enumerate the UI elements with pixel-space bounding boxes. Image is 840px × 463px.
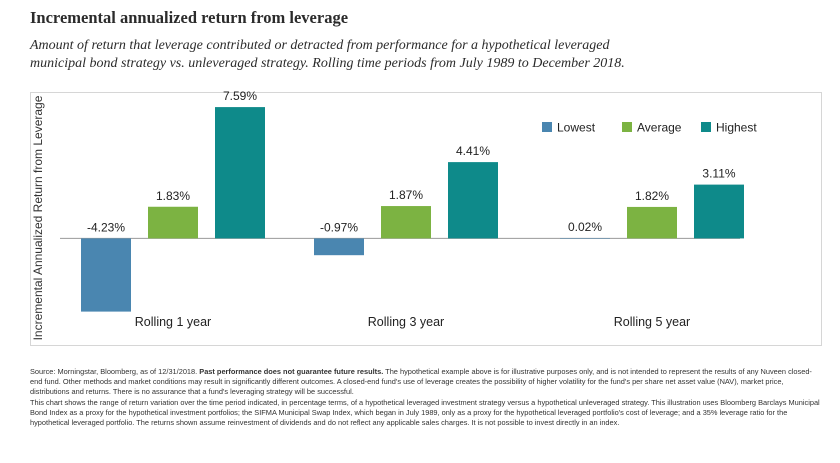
- data-label-highest-2: 4.41%: [456, 144, 490, 158]
- footnote-source: Source: Morningstar, Bloomberg, as of 12…: [30, 367, 200, 376]
- legend-swatch-lowest: [542, 122, 552, 132]
- bar-average-1: [148, 206, 198, 239]
- legend-swatch-highest: [701, 122, 711, 132]
- data-label-lowest-2: -0.97%: [320, 220, 358, 234]
- bar-lowest-2: [314, 238, 364, 256]
- legend-swatch-average: [622, 122, 632, 132]
- data-label-highest-3: 3.11%: [702, 167, 735, 181]
- legend-label-average: Average: [637, 121, 682, 135]
- footnote-disclaimer-bold: Past performance does not guarantee futu…: [199, 367, 384, 376]
- bar-average-2: [381, 206, 431, 239]
- bar-highest-3: [694, 184, 744, 239]
- bar-highest-2: [448, 162, 498, 239]
- bar-lowest-3: [560, 238, 610, 239]
- data-label-highest-1: 7.59%: [223, 89, 257, 103]
- bar-highest-1: [215, 107, 265, 239]
- data-label-average-3: 1.82%: [635, 189, 669, 203]
- data-label-average-1: 1.83%: [156, 189, 190, 203]
- data-label-lowest-1: -4.23%: [87, 220, 125, 234]
- chart-title: Incremental annualized return from lever…: [30, 8, 349, 27]
- category-label-2: Rolling 3 year: [368, 315, 444, 329]
- legend-label-highest: Highest: [716, 121, 757, 135]
- subtitle-line-1: Amount of return that leverage contribut…: [30, 38, 610, 53]
- footnote-body: The hypothetical example above is for il…: [30, 367, 812, 396]
- footnote: Source: Morningstar, Bloomberg, as of 12…: [30, 367, 820, 430]
- footnote-paragraph-2: This chart shows the range of return var…: [30, 398, 820, 427]
- chart-frame: [30, 92, 822, 346]
- bar-lowest-1: [81, 238, 131, 312]
- subtitle-line-2: municipal bond strategy vs. unleveraged …: [30, 56, 625, 71]
- footnote-paragraph-1: Source: Morningstar, Bloomberg, as of 12…: [30, 367, 820, 396]
- legend-label-lowest: Lowest: [557, 121, 596, 135]
- category-label-1: Rolling 1 year: [135, 315, 211, 329]
- chart-subtitle: Amount of return that leverage contribut…: [30, 37, 820, 73]
- data-label-average-2: 1.87%: [389, 188, 423, 202]
- bar-average-3: [627, 206, 677, 239]
- data-label-lowest-3: 0.02%: [568, 220, 602, 234]
- y-axis-label: Incremental Annualized Return from Lever…: [31, 95, 45, 340]
- category-label-3: Rolling 5 year: [614, 315, 690, 329]
